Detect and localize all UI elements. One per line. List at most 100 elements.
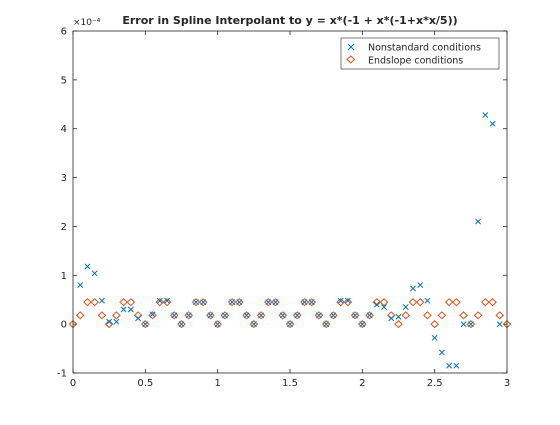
data-point-diamond: [184, 311, 194, 320]
data-point-diamond: [343, 298, 353, 307]
data-point-diamond: [365, 311, 374, 320]
data-point-diamond: [220, 311, 230, 320]
data-point-diamond: [372, 298, 382, 307]
y-tick-label: 4: [61, 124, 67, 135]
data-point-x: [489, 120, 496, 127]
data-point-diamond: [285, 320, 295, 329]
legend-box: [340, 37, 500, 70]
data-point-diamond: [480, 298, 490, 307]
data-point-x: [330, 312, 337, 319]
data-point-diamond: [321, 320, 331, 329]
data-point-diamond: [112, 311, 121, 320]
data-point-x: [460, 321, 467, 328]
x-tick-label: 3: [504, 378, 510, 389]
y-tick-label: 0: [61, 320, 67, 331]
data-point-x: [236, 299, 243, 306]
x-tick-label: 1: [214, 378, 220, 389]
data-point-x: [475, 218, 482, 225]
data-point-x: [178, 321, 185, 328]
data-point-diamond: [350, 311, 360, 320]
data-point-diamond: [423, 311, 432, 320]
data-point-x: [410, 285, 416, 292]
data-point-diamond: [104, 320, 114, 329]
data-point-diamond: [177, 320, 186, 329]
data-point-x: [272, 299, 279, 306]
data-point-x: [496, 321, 503, 328]
data-point-x: [258, 312, 265, 319]
data-point-diamond: [488, 298, 497, 307]
legend-diamond-icon: [346, 55, 356, 64]
nonstandard-series: [77, 112, 503, 369]
data-point-diamond: [162, 298, 172, 307]
data-point-x: [352, 312, 359, 319]
data-point-x: [185, 312, 192, 319]
data-point-diamond: [452, 298, 461, 307]
data-point-x: [91, 270, 98, 277]
data-point-diamond: [83, 298, 92, 307]
data-point-diamond: [415, 298, 425, 307]
data-point-diamond: [444, 298, 454, 307]
data-point-x: [337, 297, 344, 304]
data-point-diamond: [408, 298, 418, 307]
data-point-diamond: [249, 320, 259, 329]
data-point-x: [243, 312, 250, 319]
data-point-x: [221, 312, 228, 319]
data-point-diamond: [401, 311, 411, 320]
data-point-x: [149, 311, 156, 318]
data-point-x: [193, 299, 199, 306]
data-point-x: [438, 349, 445, 356]
data-point-diamond: [155, 298, 165, 307]
data-point-diamond: [213, 320, 222, 329]
data-point-x: [366, 312, 373, 319]
y-tick-label: 2: [61, 222, 67, 233]
data-point-x: [287, 321, 293, 328]
data-point-diamond: [278, 311, 288, 320]
legend-x-icon: [347, 43, 355, 51]
data-point-diamond: [263, 298, 273, 307]
data-point-x: [315, 312, 322, 319]
data-point-x: [424, 297, 431, 304]
data-point-x: [156, 297, 163, 304]
data-point-x: [294, 312, 301, 319]
data-point-x: [446, 362, 453, 369]
data-point-x: [200, 299, 207, 306]
data-point-diamond: [314, 311, 324, 320]
data-point-x: [373, 301, 380, 308]
data-point-x: [402, 304, 409, 310]
data-point-diamond: [148, 311, 157, 320]
data-point-diamond: [271, 298, 280, 307]
endslope-series: [68, 298, 512, 329]
data-point-diamond: [198, 298, 208, 307]
data-point-diamond: [235, 298, 244, 307]
data-point-diamond: [358, 320, 367, 329]
data-point-x: [482, 112, 489, 118]
data-point-diamond: [126, 298, 136, 307]
data-point-x: [467, 321, 474, 328]
data-point-x: [77, 282, 84, 289]
data-point-x: [127, 306, 134, 313]
data-point-x: [453, 362, 460, 369]
data-point-x: [359, 321, 366, 328]
data-point-diamond: [206, 311, 215, 320]
data-point-x: [214, 321, 221, 328]
data-point-x: [308, 299, 315, 306]
data-point-x: [84, 263, 91, 270]
x-tick-label: 0.5: [137, 378, 153, 389]
data-point-x: [164, 297, 170, 304]
data-point-diamond: [227, 298, 237, 307]
y-tick-label: -1: [57, 369, 67, 380]
x-tick-label: 1.5: [282, 378, 298, 389]
data-point-diamond: [292, 311, 302, 320]
legend: Nonstandard conditions Endslope conditio…: [340, 37, 500, 70]
data-point-diamond: [119, 298, 128, 307]
data-point-x: [344, 297, 351, 304]
x-tick-label: 2.5: [427, 378, 443, 389]
data-point-diamond: [437, 311, 447, 320]
data-point-diamond: [141, 320, 150, 329]
y-tick-label: 3: [61, 173, 67, 184]
data-point-x: [142, 321, 149, 328]
data-point-x: [395, 313, 402, 320]
